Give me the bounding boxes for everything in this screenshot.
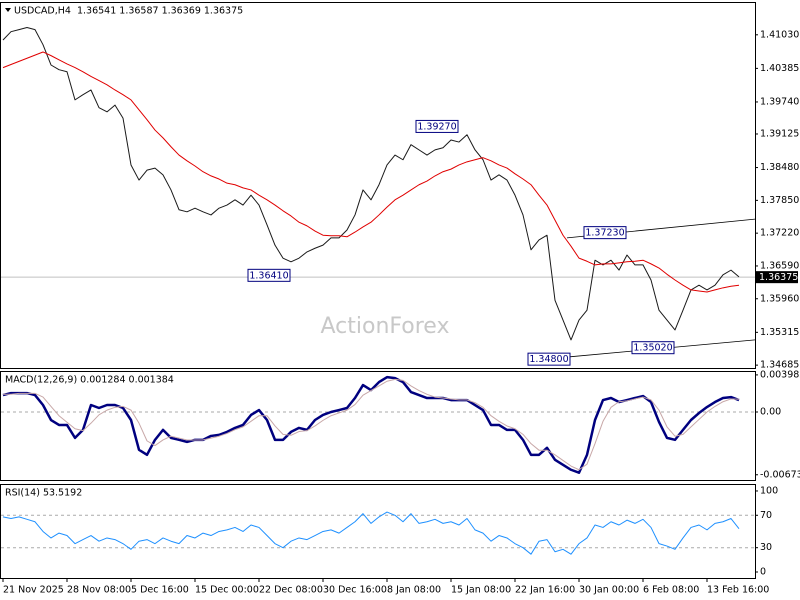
- y-tick-label: 100: [760, 485, 778, 496]
- x-tick-label: 15 Dec 00:00: [195, 585, 259, 596]
- x-tick-label: 8 Jan 08:00: [387, 585, 441, 596]
- panel-frame: [0, 371, 756, 481]
- y-tick-label: -0.006737: [760, 469, 800, 480]
- y-tick-label: 70: [760, 510, 772, 521]
- series-line: [2, 511, 740, 555]
- x-tick-label: 22 Dec 08:00: [259, 585, 323, 596]
- price-annotation-label: 1.34800: [529, 354, 568, 365]
- x-tick-label: 15 Jan 08:00: [451, 585, 511, 596]
- x-tick-label: 30 Dec 16:00: [323, 585, 387, 596]
- y-tick-label: 1.39125: [760, 128, 799, 139]
- last-price-label: 1.36375: [759, 272, 798, 283]
- y-tick-label: 1.37850: [760, 195, 799, 206]
- y-tick-label: 1.35960: [760, 293, 799, 304]
- series-line: [2, 51, 740, 293]
- y-tick-label: 1.35315: [760, 327, 799, 338]
- y-tick-label: 1.41030: [760, 29, 799, 40]
- x-tick-label: 13 Feb 16:00: [707, 585, 769, 596]
- price-annotation-label: 1.39270: [417, 121, 456, 132]
- price-annotation-label: 1.35020: [633, 343, 672, 354]
- y-tick-label: 1.40385: [760, 63, 799, 74]
- price-annotation-box: [247, 268, 291, 282]
- watermark: ActionForex: [321, 314, 450, 339]
- y-tick-label: 30: [760, 542, 772, 553]
- y-tick-label: 0.003982: [760, 369, 800, 380]
- y-tick-label: 1.34685: [760, 360, 799, 371]
- y-tick-label: 1.39740: [760, 96, 799, 107]
- x-tick-label: 22 Jan 16:00: [515, 585, 575, 596]
- price-annotation-box: [631, 341, 675, 355]
- panel-frame: [0, 484, 756, 579]
- x-tick-label: 5 Dec 16:00: [131, 585, 189, 596]
- x-tick-label: 21 Nov 2025: [3, 585, 64, 596]
- panel-frame: [0, 2, 756, 369]
- price-annotation-label: 1.36410: [249, 270, 288, 281]
- y-tick-label: 1.37220: [760, 228, 799, 239]
- x-tick-label: 28 Nov 08:00: [67, 585, 131, 596]
- price-annotation-box: [527, 352, 571, 366]
- x-tick-label: 6 Feb 08:00: [643, 585, 699, 596]
- last-price-tag: [756, 271, 798, 284]
- series-line: [3, 378, 740, 471]
- series-line: [2, 27, 740, 341]
- x-tick-label: 30 Jan 00:00: [579, 585, 639, 596]
- price-annotation-box: [415, 119, 459, 133]
- y-tick-label: 0: [760, 567, 766, 578]
- title-arrow: [5, 8, 11, 12]
- panel-title: RSI(14) 53.5192: [5, 488, 82, 499]
- y-tick-label: 1.36590: [760, 260, 799, 271]
- panel-title: MACD(12,26,9) 0.001284 0.001384: [5, 375, 174, 386]
- panel-subtitle: 1.36541 1.36587 1.36369 1.36375: [77, 6, 243, 17]
- y-tick-label: 1.38480: [760, 162, 799, 173]
- y-tick-label: 0.00: [760, 406, 781, 417]
- price-annotation-box: [583, 226, 627, 240]
- price-annotation-label: 1.37230: [585, 228, 624, 239]
- panel-title: USDCAD,H4: [14, 6, 71, 17]
